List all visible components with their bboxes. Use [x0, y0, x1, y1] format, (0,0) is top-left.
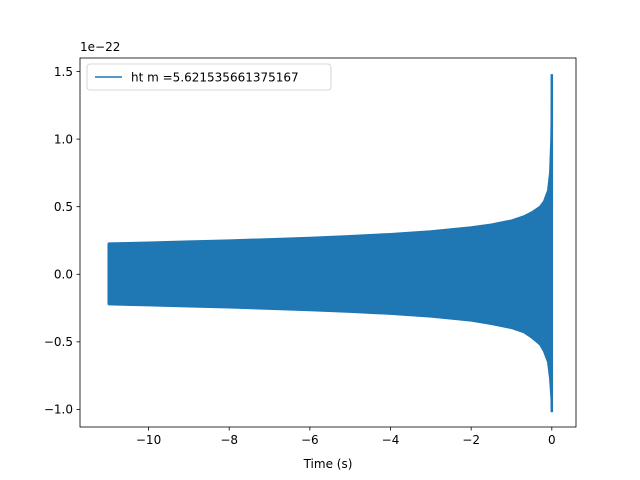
- x-tick-label: −6: [301, 433, 319, 447]
- plot-area: [107, 74, 554, 413]
- y-tick-label: −0.5: [44, 335, 73, 349]
- x-tick-label: −10: [136, 433, 161, 447]
- y-tick-label: 1.0: [54, 132, 73, 146]
- y-tick-label: −1.0: [44, 403, 73, 417]
- axes-frame: [79, 57, 577, 428]
- x-tick-label: 0: [548, 433, 556, 447]
- y-tick-label: 1.5: [54, 65, 73, 79]
- x-tick-label: −4: [382, 433, 400, 447]
- x-axis-label: Time (s): [303, 457, 353, 471]
- legend-entry-label: ht m =5.621535661375167: [131, 71, 299, 85]
- y-tick-label: 0.5: [54, 200, 73, 214]
- x-tick-label: −8: [220, 433, 238, 447]
- legend: ht m =5.621535661375167: [86, 63, 332, 91]
- x-tick-label: −2: [462, 433, 480, 447]
- series-upper-envelope-line: [108, 74, 553, 244]
- y-axis-ticks: −1.0 −0.5 0.0 0.5 1.0 1.5: [44, 65, 80, 417]
- series-lower-envelope-line: [108, 303, 553, 413]
- series-envelope-fill: [108, 74, 552, 413]
- legend-box: [86, 63, 332, 91]
- y-tick-label: 0.0: [54, 268, 73, 282]
- y-offset-label: 1e−22: [80, 40, 120, 54]
- x-axis-ticks: −10 −8 −6 −4 −2 0: [136, 427, 556, 447]
